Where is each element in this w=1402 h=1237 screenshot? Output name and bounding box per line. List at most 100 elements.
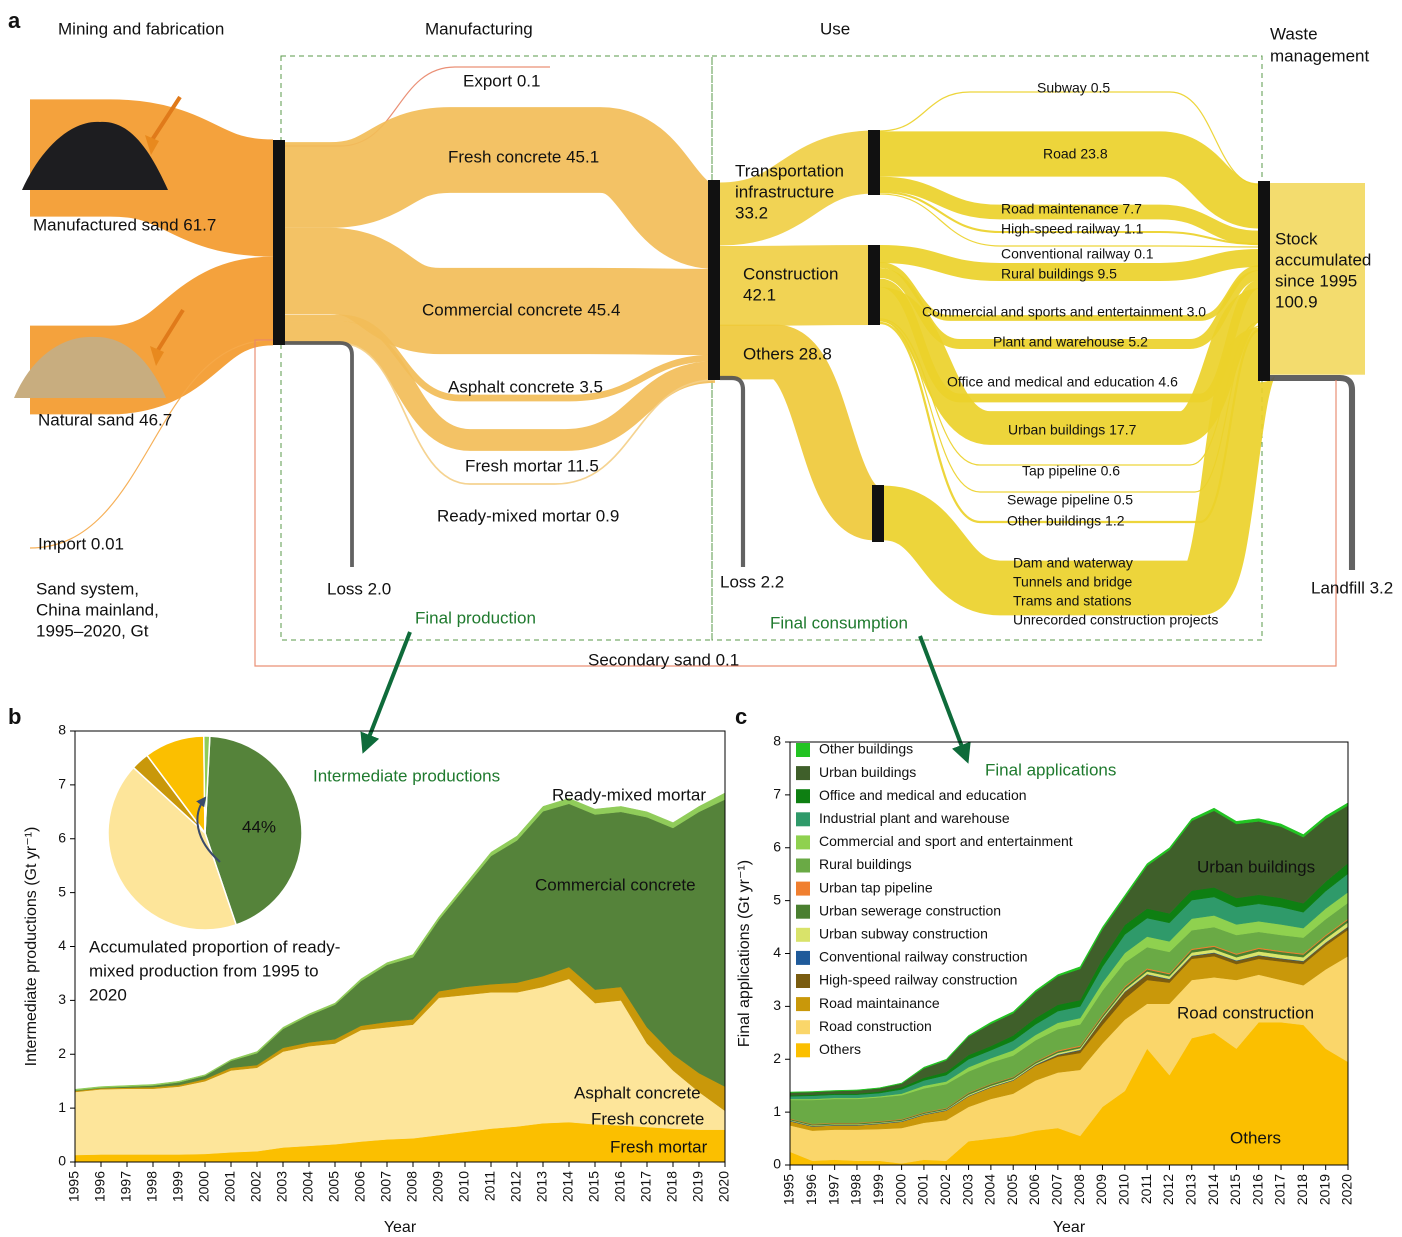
x-tick-label: 2013 (534, 1171, 550, 1202)
x-tick-label: 2014 (1205, 1174, 1221, 1205)
y-tick-label: 7 (58, 776, 66, 792)
x-tick-label: 2006 (352, 1171, 368, 1202)
flow-label: Export 0.1 (463, 71, 541, 90)
legend-swatch (796, 1020, 810, 1034)
x-tick-label: 2001 (222, 1171, 238, 1202)
flow-label: Rural buildings 9.5 (1001, 266, 1117, 282)
node-label: accumulated (1275, 250, 1371, 269)
series-label: Asphalt concrete (574, 1083, 701, 1102)
x-tick-label: 2012 (1160, 1174, 1176, 1205)
legend-swatch (796, 1043, 810, 1057)
series-label: Road construction (1177, 1003, 1314, 1022)
flow-label: Urban buildings 17.7 (1008, 422, 1137, 438)
x-tick-label: 2012 (508, 1171, 524, 1202)
legend-swatch (796, 905, 810, 919)
legend-label: Road construction (819, 1018, 932, 1034)
x-tick-label: 2008 (1071, 1174, 1087, 1205)
flow-label: Transportation (735, 161, 844, 180)
flow-label: Import 0.01 (38, 534, 124, 553)
y-tick-label: 7 (773, 786, 781, 802)
legend-swatch (796, 743, 810, 757)
flow-label: Landfill 3.2 (1311, 578, 1393, 597)
flow-label: Dam and waterway (1013, 555, 1133, 571)
flow-label: Subway 0.5 (1037, 80, 1110, 96)
flow-label: Fresh mortar 11.5 (465, 456, 599, 475)
x-tick-label: 1995 (66, 1171, 82, 1202)
y-tick-label: 3 (773, 997, 781, 1013)
x-tick-label: 2011 (1138, 1174, 1154, 1204)
flow-label: High-speed railway 1.1 (1001, 221, 1144, 237)
x-tick-label: 1998 (848, 1174, 864, 1205)
legend-swatch (796, 928, 810, 942)
pie-label: 44% (242, 817, 276, 836)
x-tick-label: 2004 (982, 1174, 998, 1205)
x-tick-label: 2017 (1272, 1174, 1288, 1205)
x-tick-label: 2016 (1249, 1174, 1265, 1205)
annotation: Final production (415, 608, 536, 627)
legend-swatch (796, 997, 810, 1011)
flow-label: Sewage pipeline 0.5 (1007, 492, 1133, 508)
x-tick-label: 2006 (1026, 1174, 1042, 1205)
legend-label: Conventional railway construction (819, 949, 1028, 965)
legend-swatch (796, 766, 810, 780)
x-tick-label: 1997 (825, 1174, 841, 1205)
x-tick-label: 2020 (716, 1171, 732, 1202)
plots: 0123456781995199619971998199920002001200… (8, 704, 1355, 1236)
panel-letter: b (8, 704, 21, 729)
x-tick-label: 2002 (937, 1174, 953, 1205)
x-tick-label: 1996 (92, 1171, 108, 1202)
x-tick-label: 2000 (892, 1174, 908, 1205)
flow-label: Conventional railway 0.1 (1001, 246, 1154, 262)
link-arrow (364, 632, 410, 750)
flow-label: Tunnels and bridge (1013, 574, 1133, 590)
flow-label: Natural sand 46.7 (38, 410, 172, 429)
annotation: Final consumption (770, 613, 908, 632)
flow (880, 304, 1260, 428)
x-tick-label: 2002 (248, 1171, 264, 1202)
y-tick-label: 0 (58, 1153, 66, 1169)
x-tick-label: 2015 (1227, 1174, 1243, 1205)
flow-label: Commercial and sports and entertainment … (922, 304, 1206, 320)
series-label: Fresh mortar (610, 1137, 708, 1156)
legend-swatch (796, 951, 810, 965)
y-axis-label: Final applications (Gt yr⁻¹) (736, 860, 753, 1047)
node-bar (708, 180, 720, 380)
y-tick-label: 0 (773, 1156, 781, 1172)
x-tick-label: 2020 (1339, 1174, 1355, 1205)
node-bar (273, 140, 285, 345)
y-tick-label: 4 (773, 944, 781, 960)
flow-label: Asphalt concrete 3.5 (448, 377, 603, 396)
x-tick-label: 1998 (144, 1171, 160, 1202)
x-tick-label: 2019 (1316, 1174, 1332, 1205)
legend-label: Urban subway construction (819, 926, 988, 942)
flow-label: Unrecorded construction projects (1013, 612, 1218, 628)
y-tick-label: 1 (773, 1103, 781, 1119)
sankey-flows (30, 67, 1365, 666)
x-tick-label: 2018 (664, 1171, 680, 1202)
x-tick-label: 2017 (638, 1171, 654, 1202)
x-tick-label: 2011 (482, 1171, 498, 1201)
flow-label: Ready-mixed mortar 0.9 (437, 506, 619, 525)
series-label: Ready-mixed mortar (552, 785, 706, 804)
node-bar (1258, 181, 1270, 381)
flow (1268, 378, 1352, 570)
legend-label: Urban sewerage construction (819, 902, 1001, 918)
legend-label: Others (819, 1041, 861, 1057)
x-tick-label: 2004 (300, 1171, 316, 1202)
flow-label: Tap pipeline 0.6 (1022, 463, 1120, 479)
node-label: since 1995 (1275, 271, 1357, 290)
flow-label: Trams and stations (1013, 593, 1132, 609)
flow (285, 343, 352, 567)
flow-label: infrastructure (735, 182, 834, 201)
x-tick-label: 2013 (1182, 1174, 1198, 1205)
legend-label: Urban tap pipeline (819, 879, 933, 895)
pie-caption: Accumulated proportion of ready- (89, 937, 340, 956)
node-bar (872, 485, 884, 542)
annotation: Final applications (985, 760, 1116, 779)
x-tick-label: 1999 (170, 1171, 186, 1202)
stage-title: management (1270, 46, 1370, 65)
system-note: 1995–2020, Gt (36, 621, 149, 640)
stage-title: Mining and fabrication (58, 19, 224, 38)
series-label: Urban buildings (1197, 857, 1315, 876)
flow-label: Plant and warehouse 5.2 (993, 334, 1148, 350)
